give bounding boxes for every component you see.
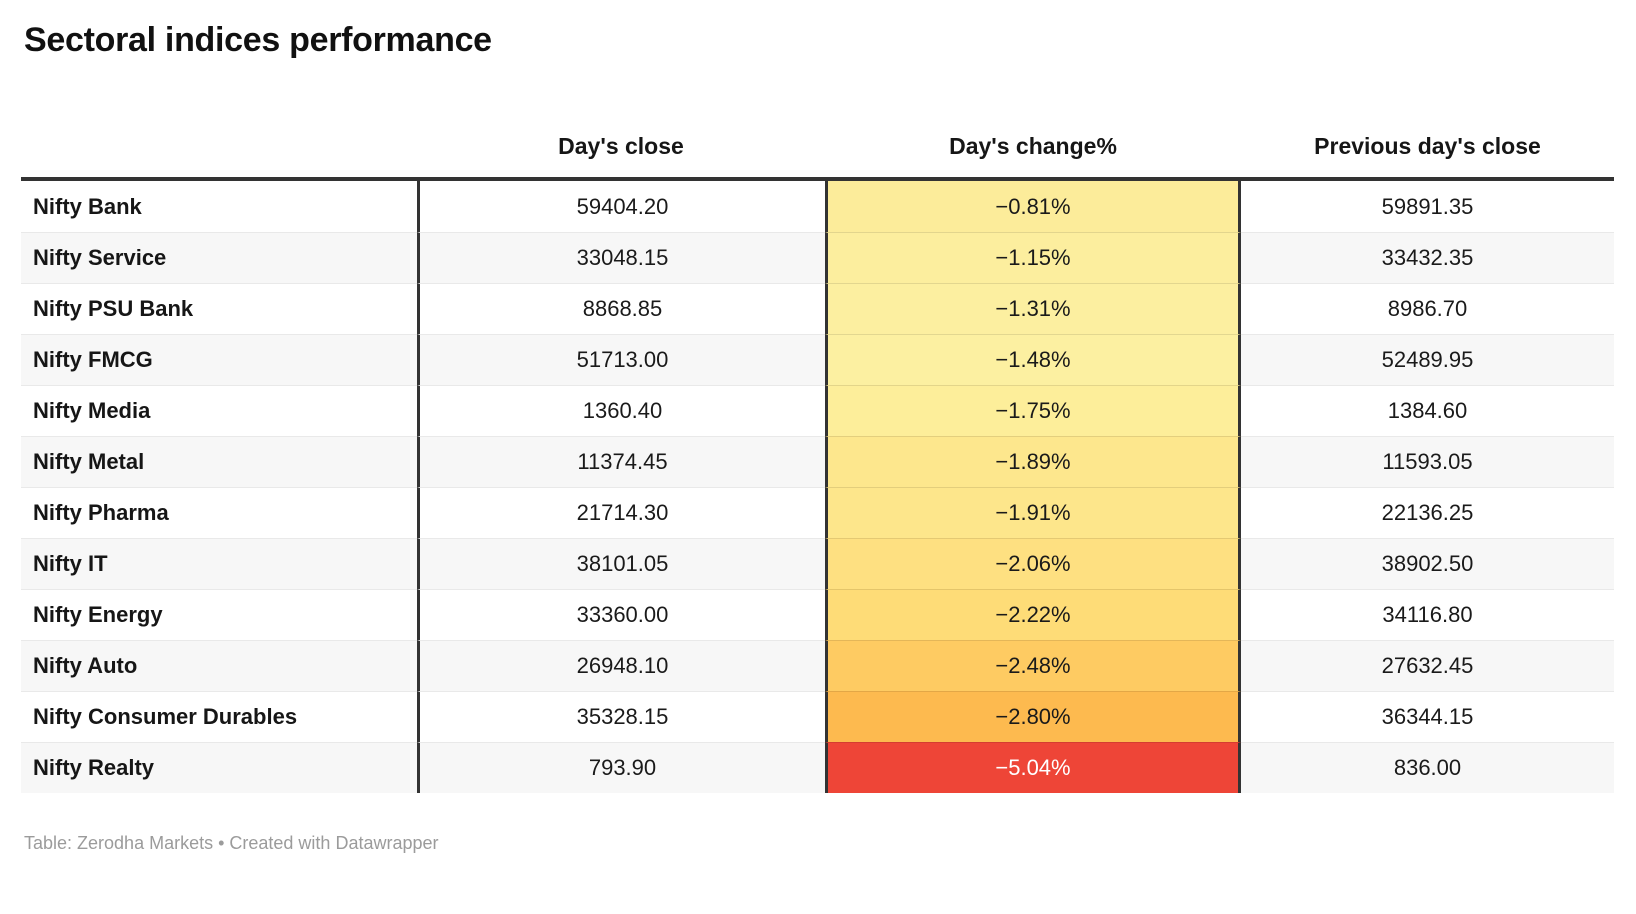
days-change-cell: −5.04% <box>825 742 1241 794</box>
column-header-previous-close: Previous day's close <box>1314 133 1541 160</box>
row-label: Nifty Bank <box>33 193 142 219</box>
days-close-value: 21714.30 <box>417 487 825 539</box>
previous-close-value: 1384.60 <box>1241 385 1614 436</box>
table-row: Nifty Auto 26948.10 −2.48% 27632.45 <box>21 640 1614 692</box>
column-header-days-change: Day's change% <box>949 133 1117 160</box>
row-label: Nifty Metal <box>21 436 417 487</box>
days-change-cell: −1.15% <box>825 232 1241 284</box>
days-close-value: 33360.00 <box>417 589 825 641</box>
days-change-cell: −2.06% <box>825 538 1241 590</box>
row-label: Nifty FMCG <box>21 334 417 385</box>
table-row: Nifty Bank 59404.20 −0.81% 59891.35 <box>21 181 1614 233</box>
row-label: Nifty Service <box>21 232 417 283</box>
days-change-cell: −1.91% <box>825 487 1241 539</box>
days-close-value: 8868.85 <box>417 283 825 335</box>
previous-close-value: 11593.05 <box>1241 436 1614 487</box>
days-close-value: 59404.20 <box>417 181 825 233</box>
table-row: Nifty Pharma 21714.30 −1.91% 22136.25 <box>21 487 1614 539</box>
table-row: Nifty FMCG 51713.00 −1.48% 52489.95 <box>21 334 1614 386</box>
row-label: Nifty Realty <box>21 742 417 793</box>
row-label: Nifty Consumer Durables <box>21 691 417 742</box>
row-label: Nifty Energy <box>21 589 417 640</box>
previous-close-value: 36344.15 <box>1241 691 1614 742</box>
table-row: Nifty Metal 11374.45 −1.89% 11593.05 <box>21 436 1614 488</box>
column-header-days-close: Day's close <box>558 133 684 160</box>
previous-close-value: 59891.35 <box>1381 193 1474 219</box>
days-close-value: 35328.15 <box>417 691 825 743</box>
days-close-value: 26948.10 <box>417 640 825 692</box>
table-header-row: Day's close Day's change% Previous day's… <box>21 60 1614 177</box>
days-change-cell: −1.48% <box>825 334 1241 386</box>
days-change-cell: −1.75% <box>825 385 1241 437</box>
days-change-cell: −2.80% <box>825 691 1241 743</box>
previous-close-value: 33432.35 <box>1241 232 1614 283</box>
previous-close-value: 38902.50 <box>1241 538 1614 589</box>
days-change-cell: −2.48% <box>825 640 1241 692</box>
days-change-cell: −1.31% <box>825 283 1241 335</box>
days-change-cell: −1.89% <box>825 436 1241 488</box>
table-row: Nifty IT 38101.05 −2.06% 38902.50 <box>21 538 1614 590</box>
attribution-footer: Table: Zerodha Markets • Created with Da… <box>24 833 439 854</box>
previous-close-value: 52489.95 <box>1241 334 1614 385</box>
row-label: Nifty Media <box>21 385 417 436</box>
days-change-cell: −0.81% <box>825 181 1241 233</box>
days-change-cell: −2.22% <box>825 589 1241 641</box>
sectoral-indices-table: Day's close Day's change% Previous day's… <box>21 60 1614 794</box>
previous-close-value: 27632.45 <box>1241 640 1614 691</box>
days-close-value: 1360.40 <box>417 385 825 437</box>
table-row: Nifty Media 1360.40 −1.75% 1384.60 <box>21 385 1614 437</box>
table-row: Nifty Consumer Durables 35328.15 −2.80% 363… <box>21 691 1614 743</box>
row-label: Nifty Auto <box>21 640 417 691</box>
days-close-value: 793.90 <box>417 742 825 794</box>
days-close-value: 38101.05 <box>417 538 825 590</box>
days-close-value: 51713.00 <box>417 334 825 386</box>
previous-close-value: 22136.25 <box>1241 487 1614 538</box>
days-close-value: 11374.45 <box>417 436 825 488</box>
previous-close-value: 836.00 <box>1241 742 1614 793</box>
table-row: Nifty Energy 33360.00 −2.22% 34116.80 <box>21 589 1614 641</box>
table-body: Nifty Bank 59404.20 −0.81% 59891.35 Nifty Se… <box>21 177 1614 794</box>
table-row: Nifty PSU Bank 8868.85 −1.31% 8986.70 <box>21 283 1614 335</box>
page-title: Sectoral indices performance <box>24 21 492 59</box>
table-row: Nifty Service 33048.15 −1.15% 33432.35 <box>21 232 1614 284</box>
days-close-value: 33048.15 <box>417 232 825 284</box>
previous-close-value: 8986.70 <box>1241 283 1614 334</box>
row-label: Nifty IT <box>21 538 417 589</box>
table-row: Nifty Realty 793.90 −5.04% 836.00 <box>21 742 1614 794</box>
row-label: Nifty PSU Bank <box>21 283 417 334</box>
row-label: Nifty Pharma <box>21 487 417 538</box>
previous-close-value: 34116.80 <box>1241 589 1614 640</box>
